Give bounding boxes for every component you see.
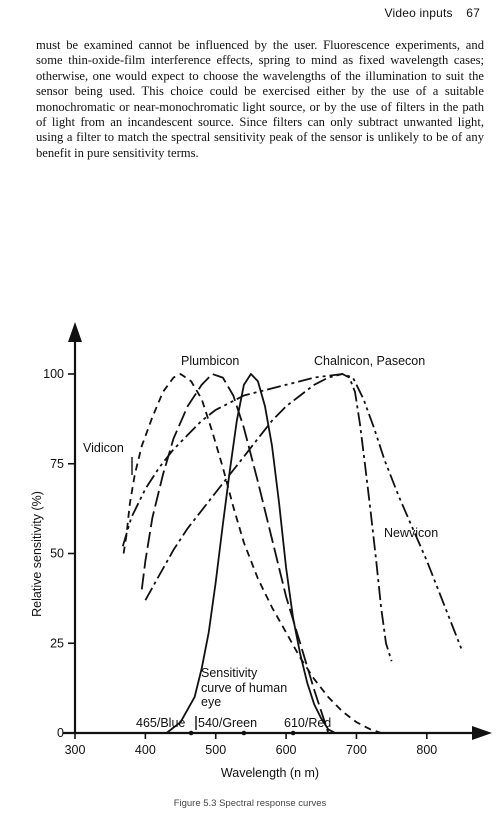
x-axis-title: Wavelength (n m) (221, 766, 319, 780)
y-tick-label: 25 (50, 636, 64, 650)
x-tick-label: 800 (416, 743, 437, 757)
series-line-3 (165, 373, 336, 734)
series-line-5 (121, 373, 463, 651)
x-axis-arrow (472, 726, 492, 740)
x-tick-label: 300 (65, 743, 86, 757)
marker-dot (241, 730, 247, 736)
x-tick-label: 400 (135, 743, 156, 757)
y-tick-label: 50 (50, 547, 64, 561)
label-newvicon: Newvicon (384, 526, 438, 540)
label-chalnicon: Chalnicon, Pasecon (314, 354, 425, 368)
label-vidicon: Vidicon (83, 441, 124, 455)
marker-label-red: 610/Red (284, 716, 331, 730)
page-number: 67 (466, 6, 480, 20)
marker-dot (188, 730, 194, 736)
y-axis-arrow (68, 322, 82, 342)
label-eye-line1: Sensitivity (201, 666, 258, 680)
label-eye-line2: curve of human (201, 681, 287, 695)
x-tick-label: 500 (205, 743, 226, 757)
label-eye-line3: eye (201, 695, 221, 709)
marker-label-green: 540/Green (198, 716, 257, 730)
spectral-response-chart: 300 400 500 600 700 800 0 25 50 75 100 Wavelength (… (30, 322, 492, 780)
marker-label-blue: 465/Blue (136, 716, 185, 730)
y-tick-label: 75 (50, 457, 64, 471)
figure-caption: Figure 5.3 Spectral response curves (173, 798, 327, 809)
body-paragraph: must be examined cannot be influenced by… (36, 38, 484, 160)
y-tick-label: 0 (57, 726, 64, 740)
series-line-1 (122, 373, 382, 734)
y-tick-label: 100 (43, 367, 64, 381)
y-axis-title: Relative sensitivity (%) (30, 491, 44, 617)
series-line-4 (144, 373, 393, 662)
running-header: Video inputs 67 (374, 6, 480, 20)
series-line-2 (140, 373, 330, 734)
label-plumbicon: Plumbicon (181, 354, 239, 368)
marker-dot (290, 730, 296, 736)
x-tick-label: 600 (276, 743, 297, 757)
x-tick-label: 700 (346, 743, 367, 757)
section-title: Video inputs (384, 6, 453, 20)
